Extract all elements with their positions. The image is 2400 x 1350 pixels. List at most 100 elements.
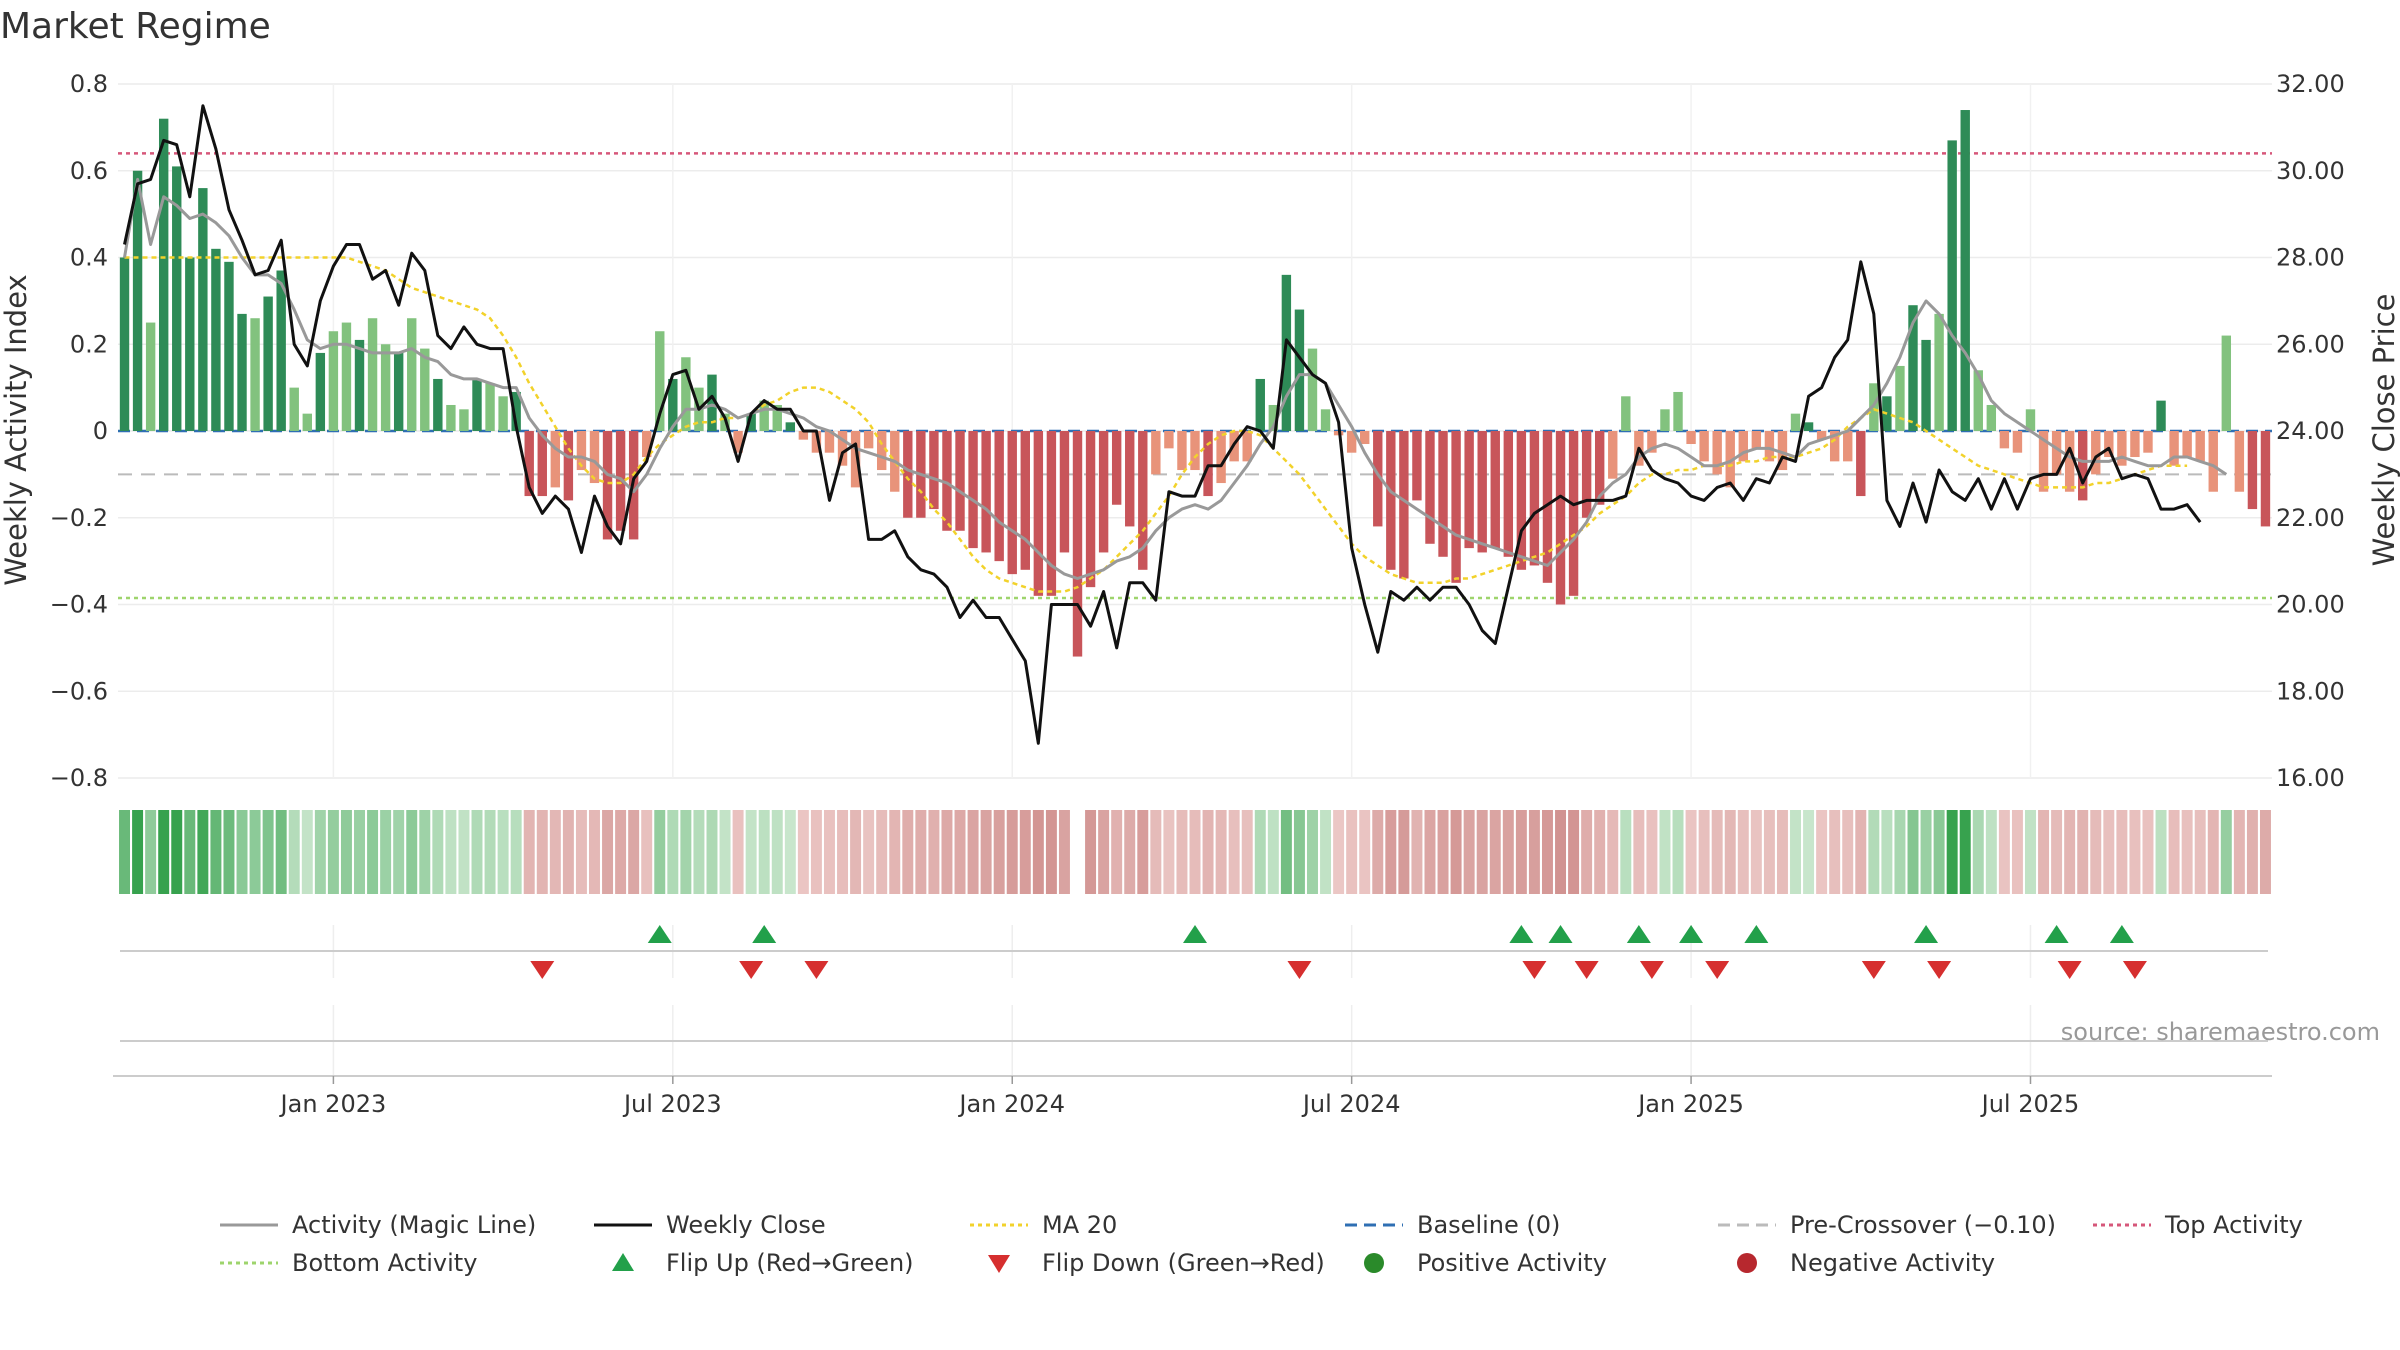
left-axis-label: Weekly Activity Index (0, 274, 33, 585)
activity-bar (1621, 396, 1631, 431)
regime-strip (119, 810, 2271, 894)
activity-bar (1895, 365, 1905, 431)
x-tick-label: Jan 2024 (957, 1090, 1065, 1118)
regime-cell (628, 810, 640, 894)
activity-bar (1647, 431, 1657, 453)
activity-bar (1059, 431, 1070, 553)
x-tick-label: Jul 2024 (1301, 1090, 1401, 1118)
regime-cell (928, 810, 940, 894)
activity-bar (2104, 431, 2114, 458)
regime-cell (1320, 810, 1332, 894)
legend-item: Positive Activity (1364, 1249, 1607, 1277)
activity-bar (2051, 431, 2062, 475)
regime-cell (2129, 810, 2141, 894)
activity-bar (589, 431, 600, 484)
regime-cell (1502, 810, 1514, 894)
activity-bar (1294, 309, 1305, 431)
regime-cell (1241, 810, 1253, 894)
regime-cell (1555, 810, 1567, 894)
regime-cell (262, 810, 274, 894)
regime-cell (2142, 810, 2154, 894)
activity-bar (981, 431, 991, 553)
activity-bar (237, 313, 247, 431)
activity-bar (655, 331, 665, 431)
regime-cell (771, 810, 783, 894)
activity-bar (955, 431, 965, 531)
left-tick-label: 0.4 (70, 244, 108, 272)
regime-cell (1528, 810, 1540, 894)
activity-bar (1542, 431, 1553, 583)
activity-bar (1190, 431, 1200, 471)
series-lines (123, 104, 2228, 745)
regime-cell (1946, 810, 1958, 894)
regime-cell (1150, 810, 1162, 894)
regime-cell (2155, 810, 2167, 894)
activity-bar (2025, 409, 2036, 431)
legend-item: Pre-Crossover (−0.10) (1718, 1211, 2056, 1239)
activity-bar (2012, 431, 2023, 453)
regime-cell (1620, 810, 1632, 894)
activity-bar (407, 318, 417, 431)
regime-cell (1672, 810, 1684, 894)
activity-bar (550, 431, 561, 488)
activity-bar (1399, 431, 1409, 579)
activity-bar (341, 322, 352, 431)
activity-bar (1829, 431, 1840, 462)
x-tick-label: Jul 2025 (1980, 1090, 2080, 1118)
regime-cell (314, 810, 326, 894)
activity-bar (811, 431, 822, 453)
activity-bar (668, 378, 678, 431)
activity-bar (1412, 431, 1422, 501)
regime-cell (1228, 810, 1240, 894)
regime-cell (680, 810, 692, 894)
regime-cell (1881, 810, 1893, 894)
activity-bar (1151, 431, 1161, 475)
flip-down-marker (1287, 961, 1312, 979)
regime-cell (2038, 810, 2050, 894)
regime-cell (1006, 810, 1018, 894)
regime-cell (902, 810, 914, 894)
activity-bar (511, 391, 521, 431)
regime-cell (393, 810, 405, 894)
left-tick-label: −0.4 (50, 591, 108, 619)
magic-line (123, 177, 2228, 580)
regime-cell (758, 810, 770, 894)
regime-cell (1803, 810, 1815, 894)
activity-bar (1438, 431, 1448, 557)
activity-bar (446, 404, 456, 431)
flip-down-marker (804, 961, 829, 979)
regime-cell (1333, 810, 1345, 894)
activity-bar (393, 352, 404, 431)
regime-cell (1450, 810, 1462, 894)
activity-bar (1843, 431, 1853, 462)
regime-cell (327, 810, 339, 894)
regime-cell (1098, 810, 1110, 894)
regime-cell (1581, 810, 1593, 894)
activity-bar (1320, 409, 1331, 431)
legend-item: Negative Activity (1737, 1249, 1995, 1277)
left-tick-label: −0.2 (50, 504, 108, 532)
legend-swatch-triangle-down (988, 1255, 1010, 1273)
flip-up-marker (1914, 925, 1939, 943)
regime-cell (1515, 810, 1527, 894)
x-tick-label: Jan 2023 (279, 1090, 387, 1118)
regime-cell (954, 810, 966, 894)
activity-bar (263, 296, 273, 431)
activity-bar (1960, 110, 1970, 432)
activity-bar (707, 374, 717, 431)
legend-label: Activity (Magic Line) (292, 1211, 536, 1239)
regime-cell (1111, 810, 1123, 894)
activity-bar (2247, 431, 2258, 510)
regime-cell (119, 810, 131, 894)
regime-cell (1607, 810, 1619, 894)
legend-label: Baseline (0) (1417, 1211, 1560, 1239)
regime-cell (197, 810, 209, 894)
regime-cell (1124, 810, 1136, 894)
regime-cell (1659, 810, 1671, 894)
flip-up-marker (1183, 925, 1207, 943)
regime-cell (915, 810, 927, 894)
regime-cell (745, 810, 757, 894)
regime-cell (132, 810, 144, 894)
activity-bar (1255, 378, 1265, 431)
right-axis-label: Weekly Close Price (2367, 294, 2400, 567)
